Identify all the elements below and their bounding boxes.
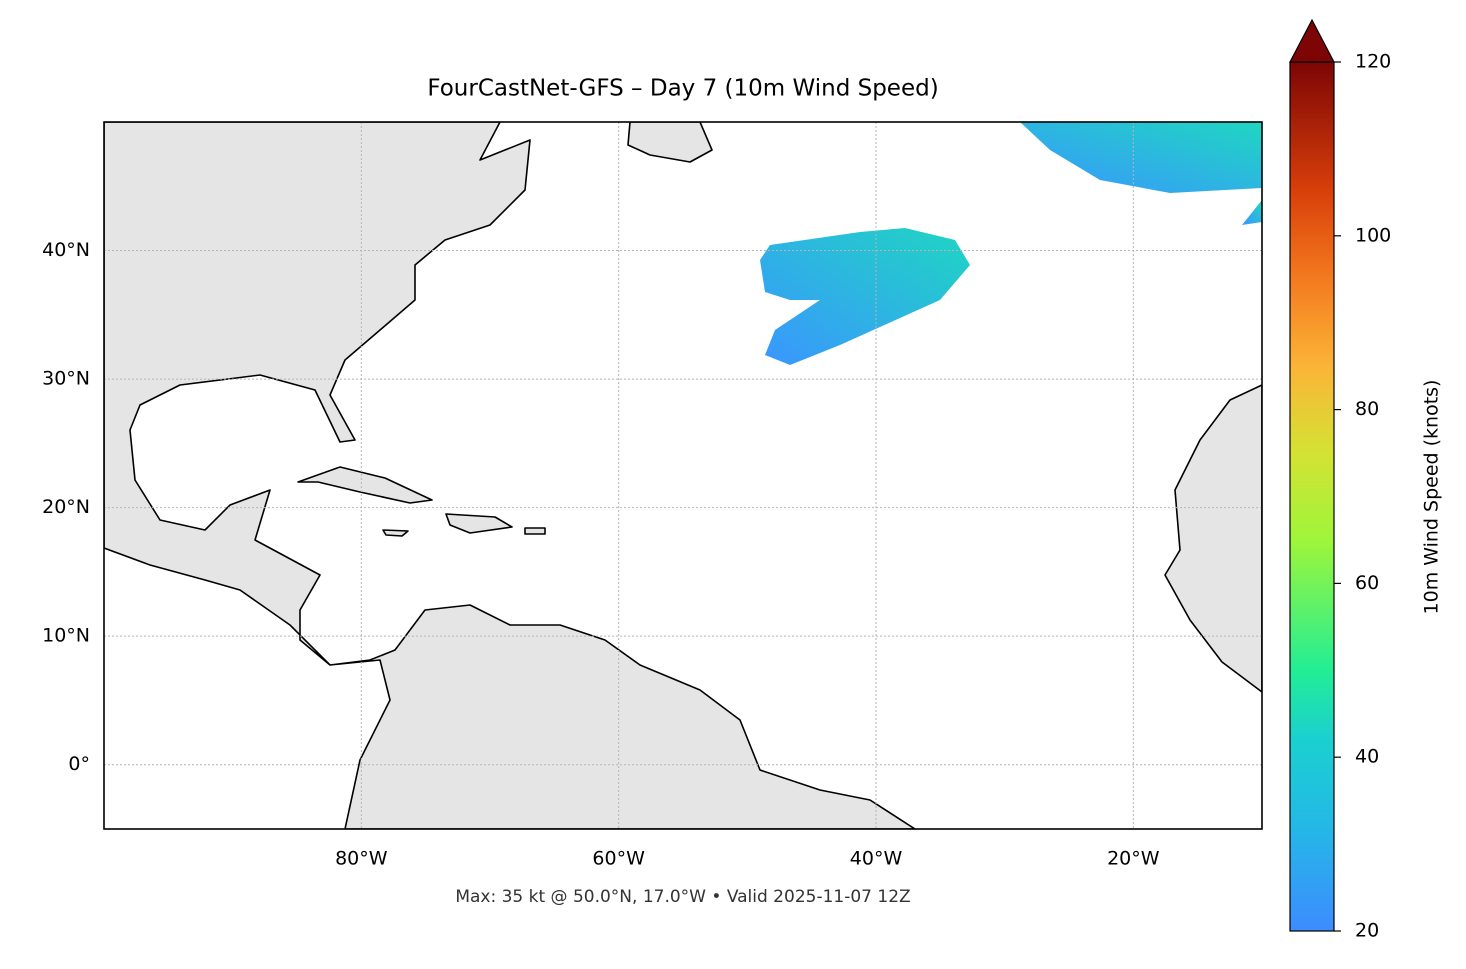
y-tick-label: 30°N [42,368,90,390]
x-tick-label: 60°W [592,848,645,870]
jamaica [382,529,409,537]
caption: Max: 35 kt @ 50.0°N, 17.0°W • Valid 2025… [455,887,910,907]
colorbar-tick-label: 100 [1355,224,1391,246]
y-tick-label: 20°N [42,496,90,518]
y-tick-label: 10°N [42,625,90,647]
colorbar-tick-label: 40 [1355,746,1379,768]
newfoundland [627,122,713,163]
colorbar-tick-label: 60 [1355,572,1379,594]
wind-area [1020,122,1262,193]
y-tick-label: 40°N [42,239,90,261]
colorbar-tick-label: 20 [1355,920,1379,942]
wind-area [1242,200,1262,225]
americas [104,122,916,829]
x-tick-label: 40°W [850,848,903,870]
map-frame [103,121,1263,830]
africa [1164,384,1262,693]
hispaniola [445,513,513,534]
colorbar-extend [1289,18,1335,63]
colorbar [1289,61,1335,932]
colorbar-tick-label: 120 [1355,51,1391,73]
map-title: FourCastNet-GFS – Day 7 (10m Wind Speed) [427,76,938,102]
x-tick-label: 20°W [1107,848,1160,870]
puerto-rico [524,527,546,535]
wind-area [760,228,970,365]
colorbar-tick-label: 80 [1355,398,1379,420]
map-area [104,122,1262,829]
x-tick-label: 80°W [335,848,388,870]
cuba [297,466,433,504]
y-tick-label: 0° [68,753,90,775]
colorbar-label: 10m Wind Speed (knots) [1421,380,1443,615]
